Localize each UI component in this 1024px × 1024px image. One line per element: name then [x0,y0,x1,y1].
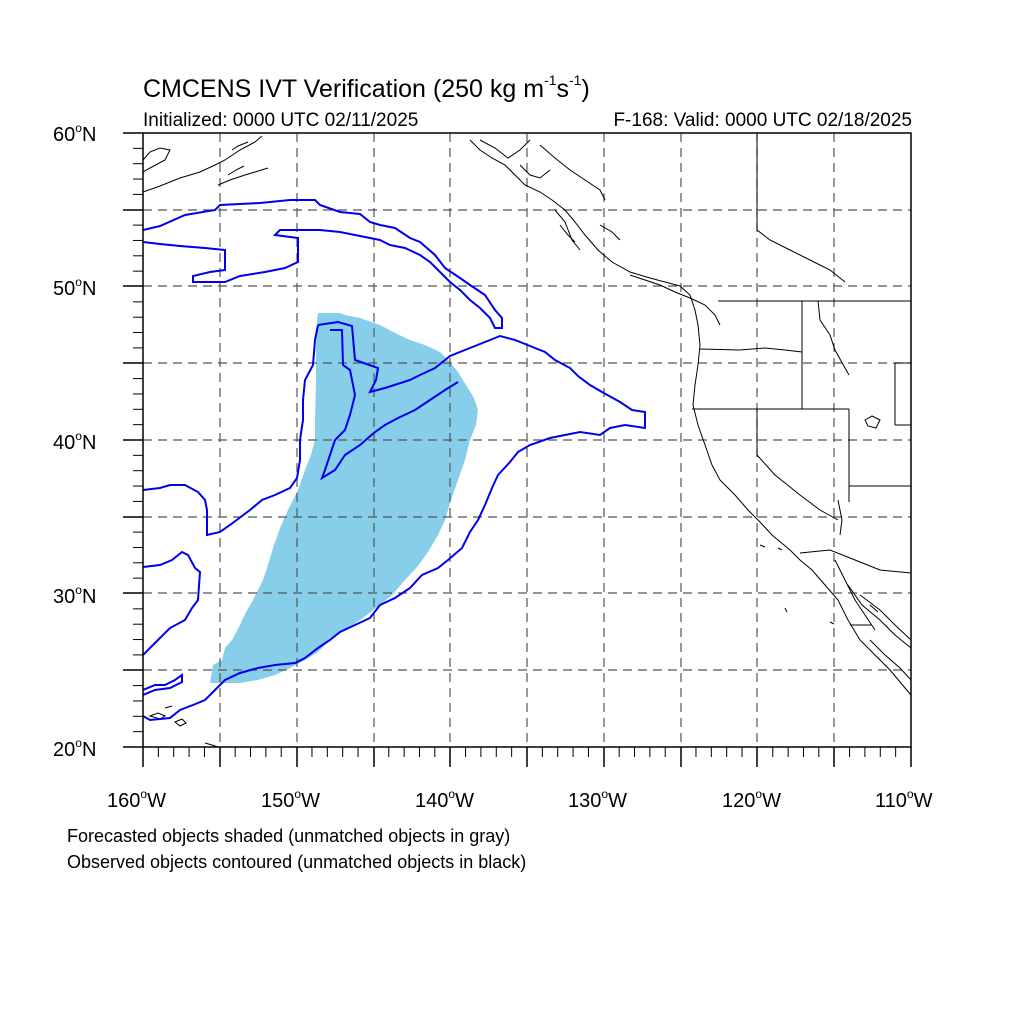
forecast-ivt-object [210,313,478,683]
gridlines [143,133,911,747]
lat-label-20n: 20oN [53,736,97,761]
tick-marks [123,132,912,767]
political-borders [692,133,911,574]
lon-label-160w: 160oW [107,787,166,812]
map-title: CMCENS IVT Verification (250 kg m-1s-1) [143,72,590,103]
valid-time: F-168: Valid: 0000 UTC 02/18/2025 [613,110,912,131]
coastlines [143,135,911,747]
lon-label-120w: 120oW [722,787,781,812]
lat-label-50n: 50oN [53,275,97,300]
lon-label-130w: 130oW [568,787,627,812]
initialized-time: Initialized: 0000 UTC 02/11/2025 [143,110,419,131]
observed-object-north [143,199,503,329]
lon-label-140w: 140oW [415,787,474,812]
observed-note: Observed objects contoured (unmatched ob… [67,852,527,872]
observed-ivt-contours [143,199,646,722]
lat-label-40n: 40oN [53,429,97,454]
forecast-note: Forecasted objects shaded (unmatched obj… [67,826,511,846]
lat-label-30n: 30oN [53,583,97,608]
observed-object-main [143,320,646,722]
minor-tick-marks [133,147,897,757]
lat-label-60n: 60oN [53,121,97,146]
lon-label-110w: 110oW [875,787,933,812]
lon-label-150w: 150oW [261,787,320,812]
